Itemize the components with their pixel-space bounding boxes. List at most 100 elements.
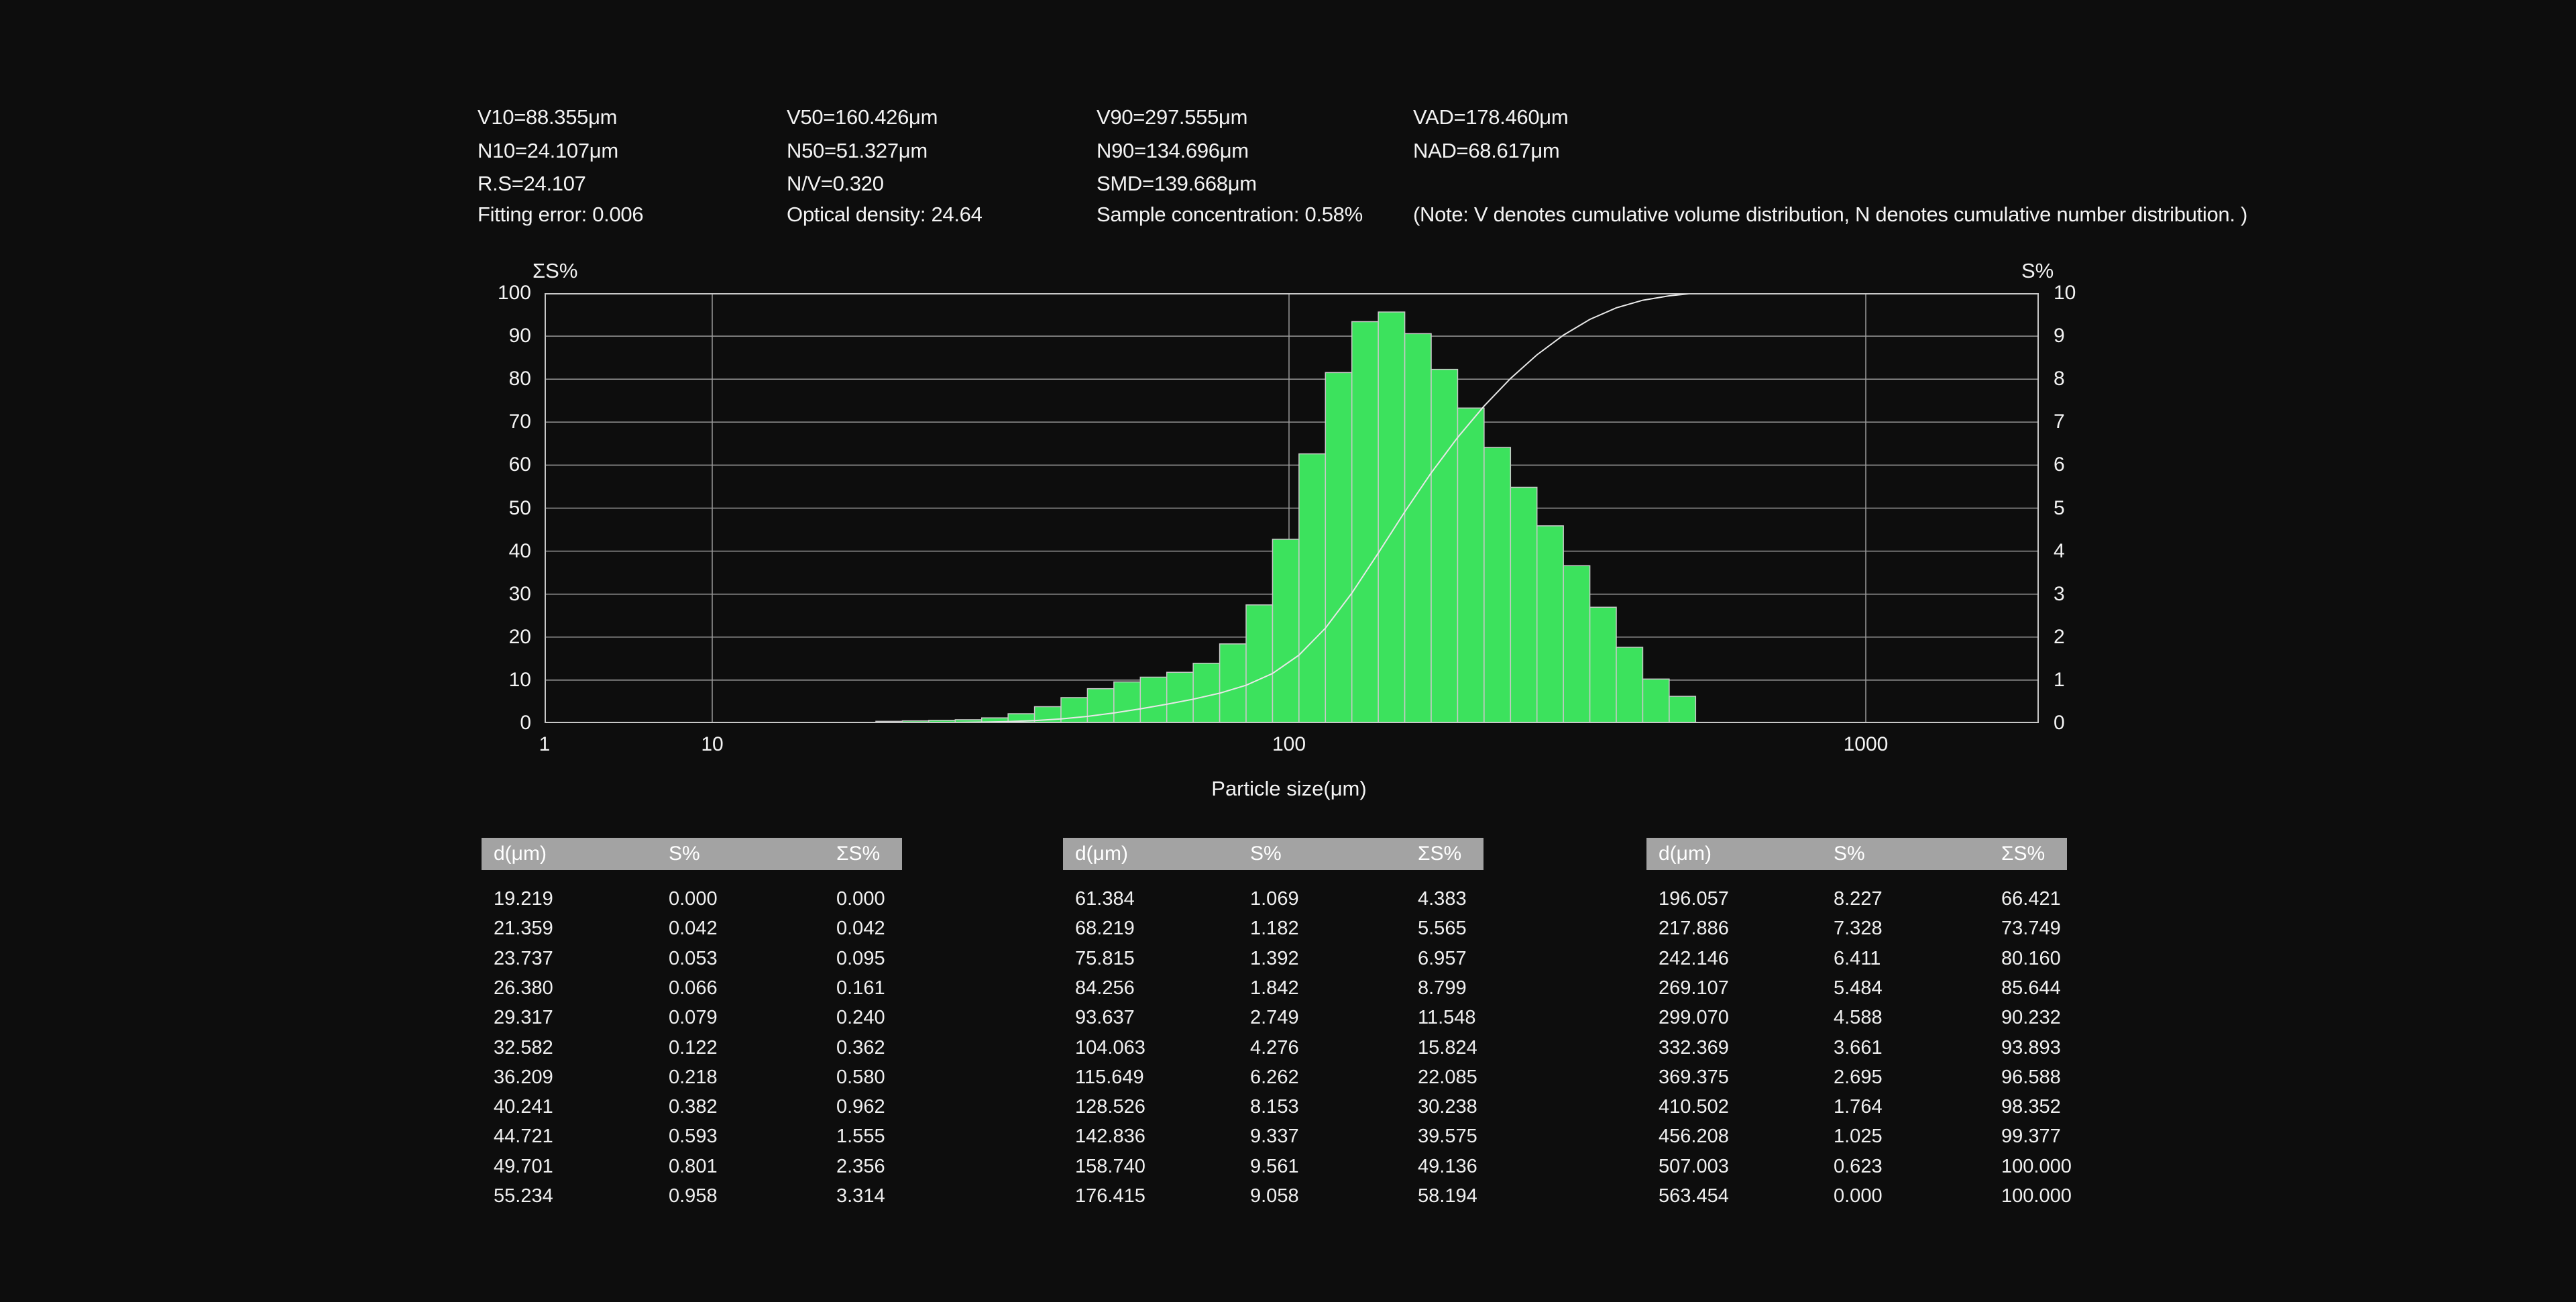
table-cell: 84.256 [1075,977,1135,999]
table-cell: 507.003 [1659,1155,1729,1177]
table-cell: 1.764 [1834,1096,1883,1118]
histogram-bar [1166,671,1194,723]
histogram-bar [1351,321,1379,723]
table-cell: 115.649 [1075,1066,1144,1088]
table-cell: 93.637 [1075,1007,1135,1029]
x-axis-tick: 1000 [1843,733,1889,755]
table-cell: 68.219 [1075,918,1135,940]
left-axis-tick: 50 [508,496,531,519]
table-cell: 0.042 [669,918,718,940]
histogram-bar [1642,678,1670,723]
table-cell: 1.069 [1250,888,1299,910]
table-cell: 4.276 [1250,1036,1299,1059]
histogram-bar [1113,681,1141,723]
histogram-bar [1298,453,1327,723]
table-cell: 29.317 [494,1007,553,1029]
table-cell: 0.580 [836,1066,885,1088]
table-header: d(μm) S% ΣS% [1646,838,2067,870]
table-cell: 0.000 [1834,1185,1883,1207]
table-cell: 142.836 [1075,1126,1145,1148]
table-cell: 30.238 [1418,1096,1477,1118]
stat-1-3: NAD=68.617μm [1413,139,1560,162]
table-cell: 96.588 [2001,1066,2061,1088]
table-cell: 61.384 [1075,888,1135,910]
table-cell: 299.070 [1659,1007,1729,1029]
table-cell: 410.502 [1659,1096,1729,1118]
table-cell: 80.160 [2001,947,2061,969]
right-axis-tick: 6 [2054,453,2065,476]
right-axis-tick: 4 [2054,539,2065,562]
table-cell: 1.182 [1250,918,1299,940]
table-cell: 0.382 [669,1096,718,1118]
table-cell: 73.749 [2001,918,2061,940]
table-cell: 5.484 [1834,977,1883,999]
table-cell: 23.737 [494,947,553,969]
right-axis-tick: 7 [2054,411,2065,433]
table-cell: 1.555 [836,1126,885,1148]
stat-3-3: (Note: V denotes cumulative volume distr… [1413,203,2248,226]
table-cell: 9.058 [1250,1185,1299,1207]
right-axis-tick: 2 [2054,625,2065,648]
column-header: S% [1250,843,1282,865]
table-cell: 0.000 [669,888,718,910]
table-cell: 0.623 [1834,1155,1883,1177]
stat-0-1: V50=160.426μm [787,105,938,129]
table-cell: 217.886 [1659,918,1729,940]
table-cell: 332.369 [1659,1036,1729,1059]
left-axis-tick: 60 [508,453,531,476]
left-axis-tick: 20 [508,625,531,648]
table-cell: 93.893 [2001,1036,2061,1059]
histogram-bar [1536,525,1564,723]
table-cell: 9.337 [1250,1126,1299,1148]
stat-3-0: Fitting error: 0.006 [478,203,644,226]
data-table-1: d(μm) S% ΣS% 19.219 0.000 0.000 21.359 0.042 0.0… [482,838,902,1220]
stat-0-2: V90=297.555μm [1097,105,1248,129]
histogram-bar [1457,407,1485,723]
table-cell: 0.053 [669,947,718,969]
right-axis-tick: 5 [2054,496,2065,519]
histogram-bar [1669,696,1697,723]
table-cell: 39.575 [1418,1126,1477,1148]
table-cell: 0.066 [669,977,718,999]
table-cell: 1.025 [1834,1126,1883,1148]
table-cell: 128.526 [1075,1096,1145,1118]
column-header: S% [669,843,700,865]
table-cell: 196.057 [1659,888,1729,910]
stat-3-1: Optical density: 24.64 [787,203,983,226]
right-axis-tick: 0 [2054,712,2065,734]
stat-0-3: VAD=178.460μm [1413,105,1569,129]
table-cell: 0.042 [836,918,885,940]
right-axis-title: S% [2021,259,2054,282]
table-cell: 6.262 [1250,1066,1299,1088]
histogram-bar [1245,604,1274,723]
table-cell: 6.957 [1418,947,1467,969]
right-axis-tick: 8 [2054,368,2065,390]
left-axis-tick: 90 [508,325,531,347]
x-axis-tick: 10 [701,733,724,755]
data-table-2: d(μm) S% ΣS% 61.384 1.069 4.383 68.219 1.182 5.5… [1063,838,1483,1220]
stat-2-2: SMD=139.668μm [1097,172,1257,195]
table-cell: 563.454 [1659,1185,1729,1207]
table-cell: 4.383 [1418,888,1467,910]
table-cell: 2.749 [1250,1007,1299,1029]
left-axis-tick: 30 [508,582,531,605]
table-cell: 0.801 [669,1155,718,1177]
histogram-bar [1325,372,1353,723]
column-header: ΣS% [2001,843,2046,865]
table-cell: 0.962 [836,1096,885,1118]
left-axis-tick: 100 [497,282,531,304]
table-cell: 0.958 [669,1185,718,1207]
histogram-bar [1510,486,1538,723]
column-header: S% [1834,843,1865,865]
right-axis-tick: 3 [2054,582,2065,605]
cumulative-curve [875,293,1722,723]
left-axis-title: ΣS% [533,259,578,282]
stat-1-0: N10=24.107μm [478,139,618,162]
stat-3-2: Sample concentration: 0.58% [1097,203,1363,226]
table-cell: 176.415 [1075,1185,1145,1207]
histogram-bar [1563,565,1591,723]
table-cell: 19.219 [494,888,553,910]
particle-size-distribution-plot [545,293,2039,723]
left-axis-tick: 0 [520,712,531,734]
left-axis-tick: 80 [508,368,531,390]
